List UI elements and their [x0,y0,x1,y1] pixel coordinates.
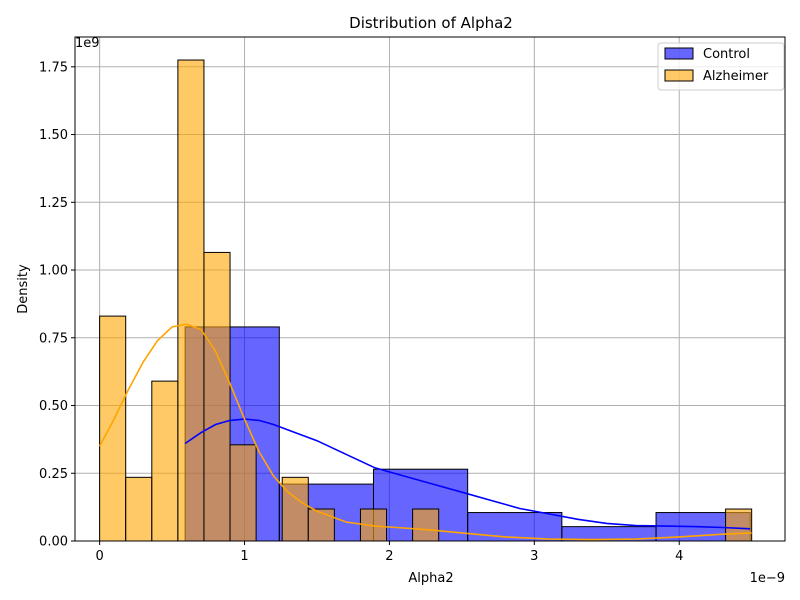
control-kde-line [184,418,751,530]
y-tick-label: 1.75 [39,60,68,75]
y-tick-label: 0.25 [39,467,68,482]
plot-frame [74,36,786,542]
alzheimer-bar [307,508,335,542]
x-tick-label: 4 [675,549,683,564]
y-tick-label: 0.75 [39,331,68,346]
x-tick-label: 1 [240,549,248,564]
legend-label-control: Control [703,47,750,62]
y-tick-label: 1.50 [39,128,68,143]
x-axis-ticks: 0 1 2 3 4 [95,541,683,564]
legend-swatch-alzheimer [664,69,694,82]
x-axis-multiplier: 1e−9 [750,571,785,586]
alzheimer-bar [725,508,753,542]
y-tick-label: 1.00 [39,264,68,279]
alzheimer-bar [281,476,309,542]
alzheimer-bar [359,508,388,542]
alzheimer-bar [99,315,127,542]
y-tick-label: 1.25 [39,196,68,211]
chart-title: Distribution of Alpha2 [349,14,513,32]
alzheimer-bar [177,59,205,542]
alzheimer-bar [412,508,440,542]
x-tick-label: 3 [530,549,538,564]
legend: Control Alzheimer [657,42,785,91]
alzheimer-bar [229,444,257,542]
alzheimer-bar [151,380,179,542]
y-tick-label: 0.50 [39,399,68,414]
kde-curves [98,323,752,541]
legend-label-alzheimer: Alzheimer [703,69,769,84]
alzheimer-bar [125,476,153,542]
x-axis-label: Alpha2 [408,571,453,586]
legend-swatch-control [664,47,694,60]
x-tick-label: 0 [95,549,103,564]
y-axis-multiplier: 1e9 [75,36,100,51]
y-axis-label: Density [16,264,31,314]
x-tick-label: 2 [385,549,393,564]
y-axis-ticks: 0.00 0.25 0.50 0.75 1.00 1.25 1.50 1.75 [39,60,75,550]
alzheimer-bar [203,251,231,542]
alzheimer-bars [99,59,753,542]
y-tick-label: 0.00 [39,535,68,550]
alzheimer-kde-line [98,323,752,541]
